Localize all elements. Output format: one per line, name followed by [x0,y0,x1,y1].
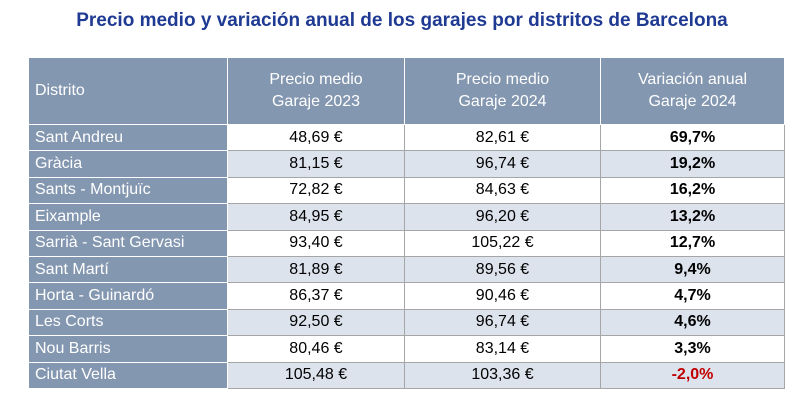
table-row: Les Corts 92,50 €96,74 €4,6% [28,308,785,337]
garage-price-table: Distrito Precio medio Garaje 2023 Precio… [28,57,785,389]
price-2024-cell: 103,36 € [404,361,601,389]
district-cell: Sants - Montjuïc [28,176,228,205]
table-body: Sant Andreu 48,69 €82,61 €69,7% Gràcia 81,1… [28,123,785,389]
price-2023-cell: 72,82 € [227,176,405,205]
district-cell: Sant Martí [28,255,228,284]
price-2024-cell: 90,46 € [404,282,601,310]
price-2024-cell: 96,20 € [404,203,601,231]
price-2023-cell: 93,40 € [227,229,405,257]
table-row: Eixample 84,95 €96,20 €13,2% [28,203,785,231]
header-variacion-line2: Garaje 2024 [648,93,737,110]
table-row: Sant Andreu 48,69 €82,61 €69,7% [28,123,785,152]
header-precio-2024: Precio medio Garaje 2024 [404,57,601,125]
header-precio-2024-line2: Garaje 2024 [458,93,547,110]
price-2023-cell: 80,46 € [227,335,405,363]
district-cell: Horta - Guinardó [28,282,228,310]
variation-cell: 16,2% [600,176,785,205]
price-2023-cell: 48,69 € [227,123,405,152]
header-variacion: Variación anual Garaje 2024 [600,57,785,125]
header-precio-2024-line1: Precio medio [455,71,550,88]
district-cell: Gràcia [28,150,228,178]
price-2024-cell: 96,74 € [404,150,601,178]
district-cell: Sant Andreu [28,123,228,152]
table-row: Sant Martí 81,89 €89,56 €9,4% [28,255,785,284]
table-row: Horta - Guinardó 86,37 €90,46 €4,7% [28,282,785,310]
price-2024-cell: 96,74 € [404,308,601,337]
header-precio-2023: Precio medio Garaje 2023 [227,57,405,125]
variation-cell: -2,0% [600,361,785,389]
price-2023-cell: 84,95 € [227,203,405,231]
district-cell: Sarrià - Sant Gervasi [28,229,228,257]
chart-title: Precio medio y variación anual de los ga… [76,10,728,31]
header-variacion-line1: Variación anual [637,71,748,88]
district-cell: Nou Barris [28,335,228,363]
price-2023-cell: 92,50 € [227,308,405,337]
table-row: Sarrià - Sant Gervasi 93,40 €105,22 €12,7… [28,229,785,257]
variation-cell: 13,2% [600,203,785,231]
price-2023-cell: 81,15 € [227,150,405,178]
table-row: Nou Barris 80,46 €83,14 €3,3% [28,335,785,363]
price-2023-cell: 86,37 € [227,282,405,310]
price-2024-cell: 105,22 € [404,229,601,257]
table-row: Sants - Montjuïc 72,82 €84,63 €16,2% [28,176,785,205]
price-2023-cell: 105,48 € [227,361,405,389]
variation-cell: 12,7% [600,229,785,257]
price-2024-cell: 84,63 € [404,176,601,205]
variation-cell: 9,4% [600,255,785,284]
price-2024-cell: 89,56 € [404,255,601,284]
header-precio-2023-line2: Garaje 2023 [271,93,361,110]
variation-cell: 4,7% [600,282,785,310]
price-2023-cell: 81,89 € [227,255,405,284]
variation-cell: 4,6% [600,308,785,337]
table-row: Gràcia 81,15 €96,74 €19,2% [28,150,785,178]
district-cell: Les Corts [28,308,228,337]
district-cell: Eixample [28,203,228,231]
table-row: Ciutat Vella 105,48 €103,36 € -2,0% [28,361,785,389]
district-cell: Ciutat Vella [28,361,228,389]
variation-cell: 69,7% [600,123,785,152]
header-distrito: Distrito [28,57,228,125]
variation-cell: 3,3% [600,335,785,363]
variation-cell: 19,2% [600,150,785,178]
header-precio-2023-line1: Precio medio [269,71,363,88]
table-header-row: Distrito Precio medio Garaje 2023 Precio… [28,57,785,125]
price-2024-cell: 83,14 € [404,335,601,363]
price-2024-cell: 82,61 € [404,123,601,152]
